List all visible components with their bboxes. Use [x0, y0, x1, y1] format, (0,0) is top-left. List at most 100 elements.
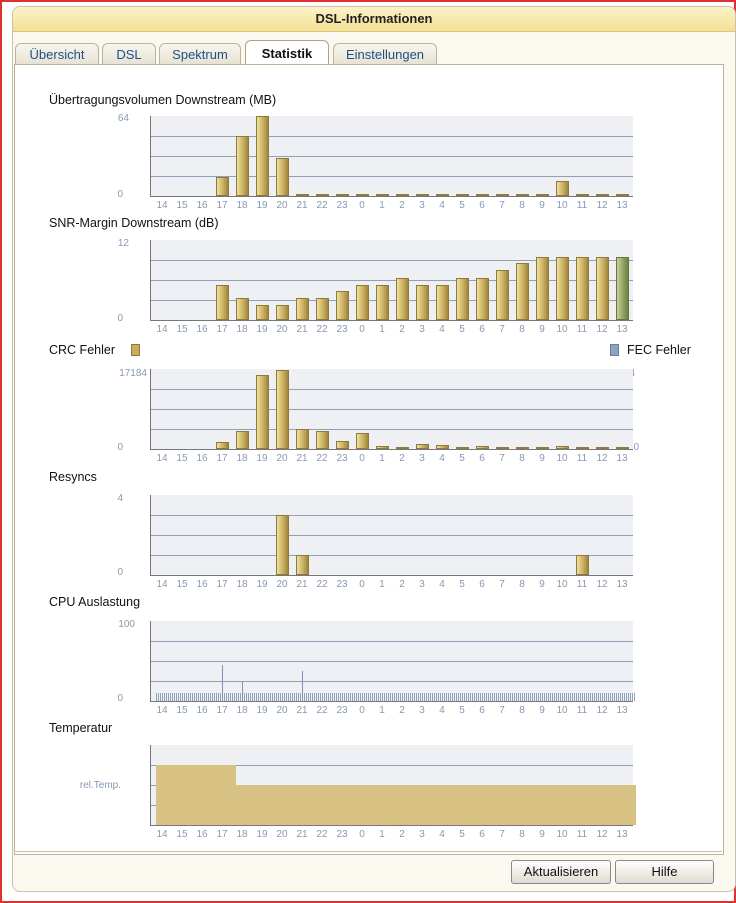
x-tick-label: 14 — [156, 324, 168, 335]
temp-sample — [162, 765, 164, 825]
chart-bar — [216, 442, 229, 449]
cpu-sample — [250, 693, 251, 701]
cpu-sample — [460, 693, 461, 701]
cpu-sample — [560, 693, 561, 701]
temp-sample — [202, 765, 204, 825]
x-tick-label: 8 — [519, 200, 525, 211]
temp-sample — [276, 785, 278, 825]
cpu-sample — [434, 693, 435, 701]
cpu-sample — [470, 693, 471, 701]
cpu-sample — [294, 693, 295, 701]
temp-sample — [500, 785, 502, 825]
tab-spektrum[interactable]: Spektrum — [159, 43, 241, 66]
temp-sample — [564, 785, 566, 825]
chart-cpu-title: CPU Auslastung — [49, 595, 141, 609]
x-tick-label: 21 — [296, 579, 308, 590]
temp-sample — [492, 785, 494, 825]
cpu-sample — [210, 693, 211, 701]
chart-bar — [336, 441, 349, 449]
cpu-sample — [542, 693, 543, 701]
cpu-sample — [438, 693, 439, 701]
temp-sample — [544, 785, 546, 825]
cpu-sample — [630, 693, 631, 701]
cpu-sample — [394, 693, 395, 701]
x-tick-label: 3 — [419, 829, 425, 840]
temp-sample — [172, 765, 174, 825]
cpu-sample — [244, 693, 245, 701]
chart-bar — [596, 257, 609, 320]
x-tick-label: 8 — [519, 829, 525, 840]
x-tick-label: 16 — [196, 200, 208, 211]
tab-uebersicht[interactable]: Übersicht — [15, 43, 99, 66]
x-tick-label: 15 — [176, 324, 188, 335]
cpu-sample — [254, 693, 255, 701]
cpu-sample — [258, 693, 259, 701]
temp-sample — [626, 785, 628, 825]
cpu-sample — [610, 693, 611, 701]
x-tick-label: 10 — [556, 200, 568, 211]
x-tick-label: 20 — [276, 705, 288, 716]
cpu-sample — [290, 693, 291, 701]
refresh-button[interactable]: Aktualisieren — [511, 860, 611, 884]
tab-statistik[interactable]: Statistik — [245, 40, 329, 67]
temp-sample — [376, 785, 378, 825]
x-tick-label: 6 — [479, 705, 485, 716]
temp-sample — [594, 785, 596, 825]
cpu-sample — [308, 693, 309, 701]
cpu-sample — [584, 693, 585, 701]
temp-sample — [480, 785, 482, 825]
x-tick-label: 1 — [379, 705, 385, 716]
temp-sample — [432, 785, 434, 825]
help-button[interactable]: Hilfe — [615, 860, 714, 884]
cpu-sample — [340, 693, 341, 701]
gridline — [151, 280, 633, 281]
temp-sample — [318, 785, 320, 825]
temp-sample — [442, 785, 444, 825]
chart-bar — [456, 278, 469, 320]
temp-sample — [632, 785, 634, 825]
cpu-sample — [632, 693, 633, 701]
tab-einstellungen[interactable]: Einstellungen — [333, 43, 437, 66]
temp-sample — [464, 785, 466, 825]
cpu-sample — [346, 693, 347, 701]
x-tick-label: 19 — [256, 829, 268, 840]
cpu-sample — [462, 693, 463, 701]
temp-sample — [522, 785, 524, 825]
temp-sample — [282, 785, 284, 825]
temp-sample — [214, 765, 216, 825]
cpu-sample — [164, 693, 165, 701]
temp-sample — [264, 785, 266, 825]
temp-sample — [396, 785, 398, 825]
x-tick-label: 13 — [616, 453, 628, 464]
cpu-sample — [352, 693, 353, 701]
chart-bar — [376, 194, 389, 196]
cpu-sample — [580, 693, 581, 701]
cpu-sample — [372, 693, 373, 701]
cpu-sample — [270, 693, 271, 701]
cpu-sample — [280, 693, 281, 701]
x-tick-label: 17 — [216, 579, 228, 590]
cpu-sample — [284, 693, 285, 701]
x-tick-label: 18 — [236, 453, 248, 464]
cpu-sample — [246, 693, 247, 701]
chart-cpu-ytick-min: 0 — [117, 693, 123, 704]
cpu-sample — [626, 693, 627, 701]
chart-fec-ytick-min: 0 — [633, 442, 639, 453]
x-tick-label: 7 — [499, 324, 505, 335]
temp-sample — [160, 765, 162, 825]
temp-sample — [608, 785, 610, 825]
cpu-sample — [226, 693, 227, 701]
cpu-sample — [196, 693, 197, 701]
cpu-sample — [184, 693, 185, 701]
cpu-sample — [296, 693, 297, 701]
temp-sample — [252, 785, 254, 825]
temp-sample — [528, 785, 530, 825]
cpu-sample — [604, 693, 605, 701]
temp-sample — [316, 785, 318, 825]
cpu-sample — [540, 693, 541, 701]
x-tick-label: 10 — [556, 453, 568, 464]
chart-bar — [416, 194, 429, 196]
tab-dsl[interactable]: DSL — [102, 43, 156, 66]
temp-sample — [532, 785, 534, 825]
cpu-sample — [158, 693, 159, 701]
